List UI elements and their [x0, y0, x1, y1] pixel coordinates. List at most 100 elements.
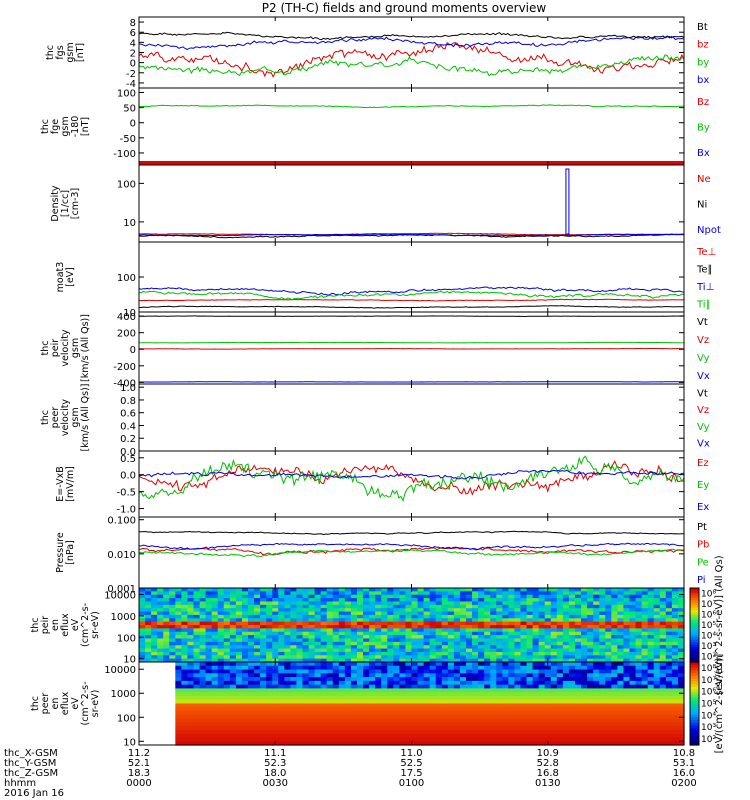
spec-peir_en-cell: [332, 601, 340, 606]
spec-peir_en-cell: [417, 618, 425, 623]
spec-peer_en-cell: [241, 707, 249, 712]
spec-peir_en-cell: [581, 621, 588, 626]
spec-peir_en-cell: [502, 598, 509, 603]
spec-peer_en-cell: [647, 726, 655, 731]
spec-peer_en-cell: [490, 665, 497, 671]
spec-peir_en-cell: [526, 655, 534, 660]
spec-peer_en-cell: [671, 688, 679, 693]
spec-peir_en-cell: [338, 608, 346, 613]
spec-peir_en-cell: [217, 625, 225, 629]
spec-peer_en-cell: [308, 695, 316, 701]
spec-peer_en-cell: [314, 669, 322, 674]
spec-peir_en-cell: [357, 655, 364, 660]
spec-peer_en-cell: [235, 665, 243, 671]
spec-peir_en-cell: [575, 611, 582, 616]
spec-peir_en-cell: [296, 641, 304, 646]
spec-peir_en-cell: [151, 608, 158, 613]
spec-peir_en-cell: [357, 604, 364, 609]
spec-peer_en-cell: [145, 707, 152, 712]
spec-peer_en-cell: [344, 733, 352, 739]
spec-peer_en-cell: [514, 677, 522, 682]
spec-peer_en-cell: [447, 665, 455, 671]
spec-peer_en-cell: [447, 722, 455, 727]
spec-peer_en-cell: [520, 684, 528, 690]
spec-peer_en-cell: [151, 726, 158, 731]
spec-peer_en-cell: [562, 684, 570, 690]
spec-peir_en-cell: [308, 648, 316, 653]
spec-peir_en-cell: [375, 641, 382, 646]
spec-peer_en-cell: [369, 729, 376, 735]
spec-peir_en-cell: [163, 614, 170, 619]
spec-peer_en-cell: [223, 684, 231, 690]
spec-peir_en-cell: [284, 638, 291, 643]
spec-peer_en-cell: [478, 665, 485, 671]
spec-peir_en-cell: [260, 601, 267, 606]
spec-peir_en-cell: [151, 645, 158, 650]
spec-peer_en-cell: [181, 737, 189, 742]
spec-peir_en-cell: [538, 591, 546, 596]
spec-peir_en-cell: [441, 598, 449, 603]
spec-peer_en-cell: [459, 688, 467, 693]
spec-peir_en-cell: [502, 628, 509, 633]
spec-peer_en-cell: [332, 684, 340, 690]
spec-peir_en-cell: [357, 601, 364, 606]
spec-peir_en-cell: [520, 648, 528, 653]
spec-peer_en-cell: [205, 729, 213, 735]
spec-peir_en-cell: [296, 598, 304, 603]
spec-peer_en-cell: [272, 673, 279, 678]
spec-peir_en-cell: [514, 618, 522, 623]
spec-peer_en-cell: [314, 699, 322, 705]
spec-peer_en-cell: [320, 695, 328, 701]
spec-peir_en-cell: [665, 621, 673, 626]
spec-peir_en-cell: [205, 655, 213, 660]
spec-peer_en-cell: [369, 688, 376, 693]
spec-peer_en-cell: [326, 711, 334, 716]
spec-peir_en-cell: [472, 635, 479, 640]
spec-peir_en-cell: [308, 655, 316, 660]
spec-peer_en-cell: [502, 726, 509, 731]
spec-peir_en-cell: [187, 608, 195, 613]
spec-peir_en-cell: [665, 591, 673, 596]
spec-peer_en-cell: [568, 684, 576, 690]
spec-peir_en-cell: [520, 618, 528, 623]
spec-peer_en-cell: [599, 741, 606, 746]
spec-peir_en-cell: [308, 588, 316, 592]
panel-fge-ytick-label: -50: [120, 134, 136, 145]
colorbar-1-swatch: [690, 720, 699, 724]
spec-peer_en-cell: [151, 662, 158, 667]
spec-peir_en-cell: [526, 658, 534, 663]
spec-peir_en-cell: [278, 655, 285, 660]
spec-peir_en-cell: [332, 614, 340, 619]
panel-pressure-series-pt-line: [138, 530, 685, 536]
spec-peer_en-cell: [641, 737, 649, 742]
spec-peir_en-cell: [199, 635, 207, 640]
spec-peer_en-cell: [550, 707, 558, 712]
spec-peer_en-cell: [538, 662, 546, 667]
spec-peer_en-cell: [629, 680, 637, 686]
spec-peir_en-cell: [260, 658, 267, 663]
spec-peir_en-ylabel-line: eflux: [60, 613, 71, 637]
spec-peer_en-cell: [496, 733, 503, 739]
spec-peer_en-cell: [635, 714, 643, 720]
spec-peir_en-cell: [139, 594, 146, 599]
spec-peer_en-cell: [459, 737, 467, 742]
spec-peer_en-cell: [260, 692, 267, 697]
spec-peer_en-cell: [235, 714, 243, 720]
spec-peer_en-cell: [211, 707, 219, 712]
spec-peer_en-cell: [459, 718, 467, 723]
spec-peer_en-cell: [441, 718, 449, 723]
colorbar-1-swatch: [690, 675, 699, 680]
spec-peir_en-cell: [139, 631, 146, 636]
spec-peer_en-cell: [641, 677, 649, 682]
spec-peir_en-cell: [544, 594, 552, 599]
spec-peer_en-cell: [363, 707, 370, 712]
spec-peer_en-cell: [599, 662, 606, 667]
spec-peir_en-cell: [205, 651, 213, 656]
spec-peer_en-cell: [229, 662, 237, 667]
spec-peer_en-cell: [496, 680, 503, 686]
spec-peer_en-cell: [423, 722, 431, 727]
spec-peer_en-cell: [496, 711, 503, 716]
spec-peir_en-cell: [599, 635, 606, 640]
spec-peer_en-cell: [387, 665, 394, 671]
spec-peir_en-cell: [175, 588, 182, 592]
